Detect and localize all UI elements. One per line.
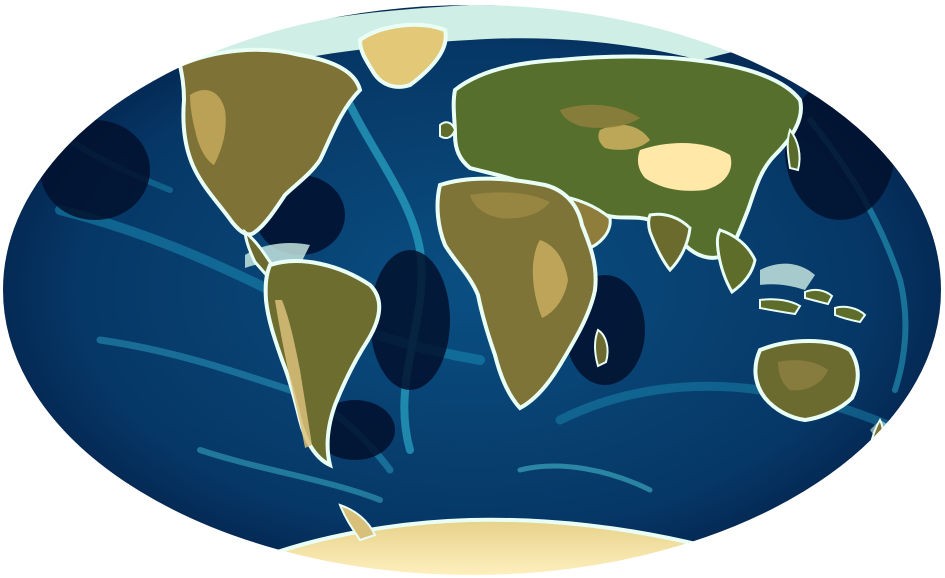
andes-highlands xyxy=(275,300,312,448)
africa-landmass xyxy=(435,176,598,411)
south-america-landmass xyxy=(263,259,382,469)
north-america-highlands xyxy=(190,90,226,165)
australia-desert xyxy=(778,360,828,391)
japan-landmass xyxy=(786,127,801,172)
uk-landmass xyxy=(439,121,457,139)
southeast-asia-landmass xyxy=(715,228,757,295)
north-america-landmass xyxy=(177,47,363,237)
india-landmass xyxy=(647,212,692,273)
tibet-plateau xyxy=(637,143,732,191)
antarctic-peninsula xyxy=(338,503,377,542)
sahara-upland xyxy=(470,192,550,219)
central-asia-upland xyxy=(560,104,640,128)
eurasia-landmass xyxy=(451,54,803,260)
indonesia-islands xyxy=(759,288,867,324)
madagascar-landmass xyxy=(594,328,609,368)
map-outline xyxy=(1,3,943,577)
greenland-landmass xyxy=(357,22,448,89)
east-africa-highlands xyxy=(532,240,568,318)
asia-highlands xyxy=(598,124,650,150)
